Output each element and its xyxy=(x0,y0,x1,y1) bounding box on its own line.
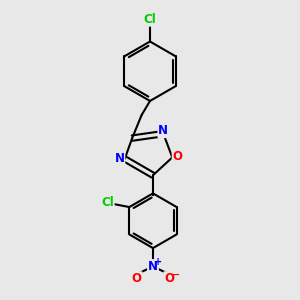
Text: Cl: Cl xyxy=(101,196,114,209)
Text: N: N xyxy=(158,124,168,137)
Text: O: O xyxy=(132,272,142,285)
Text: Cl: Cl xyxy=(144,13,156,26)
Text: N: N xyxy=(148,260,158,273)
Text: +: + xyxy=(154,257,162,267)
Text: −: − xyxy=(171,270,181,280)
Text: O: O xyxy=(164,272,174,285)
Text: N: N xyxy=(114,152,124,165)
Text: O: O xyxy=(172,150,183,163)
